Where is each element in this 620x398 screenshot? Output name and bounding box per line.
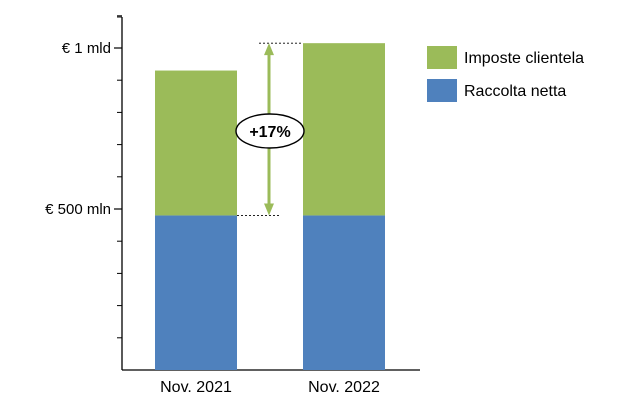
growth-callout-bubble: [235, 113, 305, 149]
bar-imposte-1: [155, 70, 237, 216]
y-tick-label: € 500 mln: [45, 201, 111, 218]
bar-raccolta-2: [303, 215, 385, 370]
annotation-group: +17%: [235, 42, 305, 216]
legend-label: Imposte clientela: [464, 50, 584, 67]
growth-callout-label: +17%: [249, 124, 290, 141]
x-tick-label: Nov. 2022: [308, 379, 380, 396]
x-labels-group: Nov. 2021 Nov. 2022: [160, 379, 380, 396]
legend-swatch: [427, 46, 457, 69]
legend: Imposte clientela Raccolta netta: [427, 46, 584, 102]
arrow-head-down-icon: [264, 203, 274, 216]
legend-swatch: [427, 79, 457, 102]
bar-raccolta-1: [155, 215, 237, 370]
y-tick-label: € 1 mld: [62, 40, 111, 57]
bars-group: [155, 43, 385, 370]
x-tick-label: Nov. 2021: [160, 379, 232, 396]
bar-imposte-2: [303, 43, 385, 216]
arrow-head-up-icon: [264, 43, 274, 56]
legend-label: Raccolta netta: [464, 83, 566, 100]
